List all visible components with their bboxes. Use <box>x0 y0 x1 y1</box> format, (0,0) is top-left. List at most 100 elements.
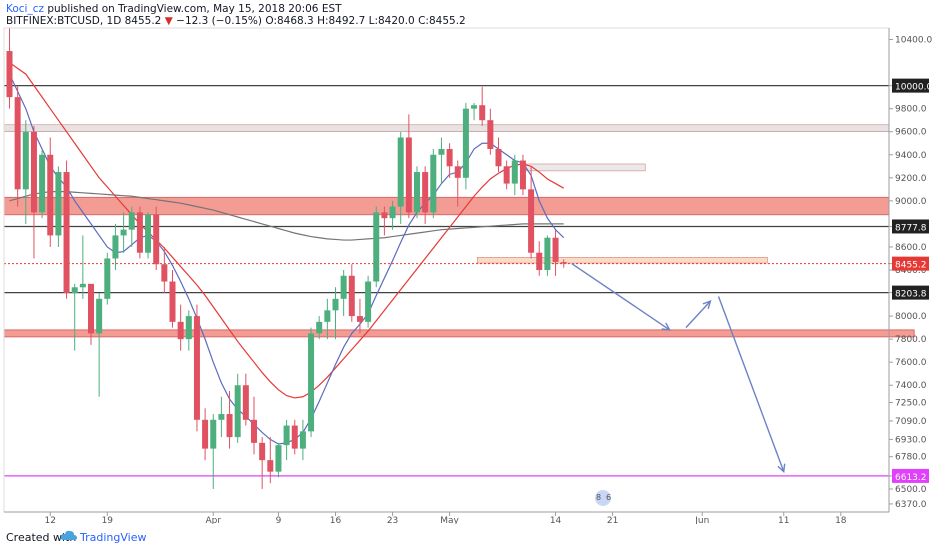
y-tick-label: 9200.0 <box>895 174 927 184</box>
candle-body <box>373 212 380 282</box>
candle <box>299 419 306 461</box>
candle-body <box>462 108 469 178</box>
candle <box>202 408 209 461</box>
marker-circle <box>595 490 611 506</box>
close-value: 8455.2 <box>428 15 466 27</box>
y-tick-label: 6930.0 <box>895 435 927 445</box>
candle <box>169 270 176 328</box>
candle-body <box>145 214 152 253</box>
low-label: L: <box>368 15 378 27</box>
earnings-marker: 8 6 <box>595 490 611 506</box>
candle-body <box>544 237 551 270</box>
candle-body <box>234 385 241 438</box>
candle <box>422 166 429 224</box>
zone-4 <box>476 257 768 264</box>
ma-line-0 <box>9 62 564 399</box>
candle <box>381 206 388 236</box>
candle-body <box>275 445 282 472</box>
candle-body <box>528 189 535 253</box>
x-tick-label: 11 <box>778 516 789 524</box>
y-tick-label: 8000.0 <box>895 312 927 322</box>
footer: Created with TradingView <box>0 524 932 550</box>
candle <box>283 419 290 461</box>
zone-1 <box>3 329 915 338</box>
candle-body <box>55 172 62 236</box>
candle <box>405 114 412 219</box>
candle-body <box>414 172 420 213</box>
author-link[interactable]: Koci_cz <box>6 3 45 15</box>
symbol-label[interactable]: BITFINEX:BTCUSD, 1D <box>6 15 122 27</box>
projection-arrowhead-2 <box>777 463 786 474</box>
price-axis: 6370.0 6500.0 6613.2 6780.0 6930.0 7090.0 7250… <box>889 36 932 510</box>
price-label-text: 8203.8 <box>895 290 927 300</box>
candle <box>340 270 347 317</box>
zone-3 <box>525 163 646 172</box>
price-label-box <box>892 219 929 234</box>
candle-body <box>536 252 543 270</box>
candle-body <box>552 237 559 262</box>
tradingview-cloud-icon <box>60 530 77 540</box>
candle <box>71 283 78 351</box>
axes-layer <box>3 27 890 513</box>
candle <box>161 246 168 294</box>
candle-body <box>63 172 70 294</box>
candle-body <box>471 105 478 109</box>
price-label-box <box>892 78 929 93</box>
candle-body <box>405 137 412 213</box>
candle <box>259 437 266 489</box>
candle <box>218 396 225 438</box>
candle-body <box>340 275 347 299</box>
x-tick-label: May <box>440 516 459 524</box>
candle <box>479 86 486 126</box>
y-tick-label: 7800.0 <box>895 335 927 345</box>
candle-body <box>202 419 209 449</box>
x-tick-label: 23 <box>387 516 398 524</box>
y-tick-label: 9600.0 <box>895 128 927 138</box>
candle <box>487 108 494 155</box>
candle <box>193 304 200 432</box>
candle <box>356 298 363 334</box>
candle <box>446 143 453 178</box>
x-tick-label: 16 <box>330 516 342 524</box>
candle-body <box>454 166 461 178</box>
created-with-label: Created with <box>6 531 77 544</box>
candle-body <box>210 419 217 449</box>
candle-body <box>71 287 78 294</box>
x-tick-label: 18 <box>835 516 847 524</box>
x-tick-label: 21 <box>607 516 618 524</box>
candle <box>503 160 510 190</box>
projection-segment-2 <box>717 296 785 472</box>
candle <box>560 259 567 268</box>
price-label-box <box>892 468 929 483</box>
candle <box>6 28 13 109</box>
price-chart[interactable]: 6370.0 6500.0 6613.2 6780.0 6930.0 7090.0 7250… <box>0 0 932 524</box>
horizontal-lines-layer <box>4 85 889 477</box>
candle <box>242 373 249 426</box>
y-tick-label: 6370.0 <box>895 500 927 510</box>
candle <box>136 206 143 259</box>
candle-body <box>104 258 111 299</box>
candle <box>153 206 160 270</box>
candle <box>226 391 233 449</box>
candle-body <box>153 214 160 265</box>
candle <box>112 223 119 270</box>
candle <box>544 235 551 276</box>
candle-body <box>14 97 21 190</box>
time-axis: 12 19 Apr 9 16 23 May 14 21 Jun 11 18 <box>45 512 847 524</box>
y-tick-label: 6500.0 <box>895 485 927 495</box>
candle-body <box>22 131 29 190</box>
x-tick-label: 14 <box>550 516 562 524</box>
candle-body <box>177 321 184 340</box>
candle-body <box>446 149 453 167</box>
candle <box>511 154 518 196</box>
price-label-text: 8777.8 <box>895 223 927 233</box>
high-label: H: <box>317 15 329 27</box>
close-label: C: <box>418 15 429 27</box>
tradingview-brand-link[interactable]: TradingView <box>80 531 147 544</box>
open-value: 8468.3 <box>276 15 314 27</box>
candle <box>96 293 103 397</box>
price-label-text: 8455.2 <box>895 261 927 271</box>
candle <box>414 166 420 219</box>
candle-body <box>30 131 37 213</box>
candle-body <box>348 275 355 317</box>
